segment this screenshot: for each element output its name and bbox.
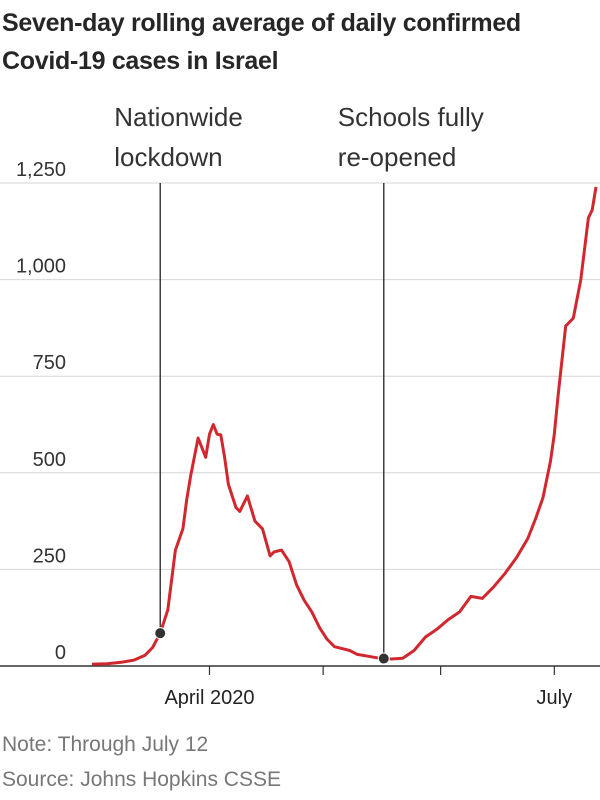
y-tick-label: 500 [33,449,66,471]
chart-title-line-1: Seven-day rolling average of daily confi… [2,9,521,37]
y-axis-labels: 0 250 500 750 1,000 1,250 [16,159,66,664]
y-tick-label: 1,250 [16,159,66,181]
annotation-label: Nationwide [114,102,243,132]
line-chart: 0 250 500 750 1,000 1,250 Nationwide lockdown S… [0,102,600,709]
x-tick-label: July [537,687,573,709]
annotation-label: re-opened [338,142,457,172]
y-tick-label: 0 [55,642,66,664]
annotation-label: Schools fully [338,102,484,132]
chart-source: Source: Johns Hopkins CSSE [2,768,281,791]
chart-note: Note: Through July 12 [2,733,209,756]
event-marker [377,652,390,665]
annotation-label: lockdown [114,142,222,172]
series-line [91,186,598,666]
chart-title-line-2: Covid-19 cases in Israel [2,47,279,75]
chart-title: Seven-day rolling average of daily confi… [2,4,598,80]
y-tick-label: 1,000 [16,256,66,278]
y-tick-label: 750 [33,352,66,374]
annotations: Nationwide lockdown Schools fully re-opened [114,102,484,659]
event-markers [154,627,390,665]
x-axis: April 2020 July [164,666,572,709]
grid-lines [0,182,600,667]
y-tick-label: 250 [33,545,66,567]
event-marker [154,627,167,640]
x-tick-label: April 2020 [164,687,254,709]
